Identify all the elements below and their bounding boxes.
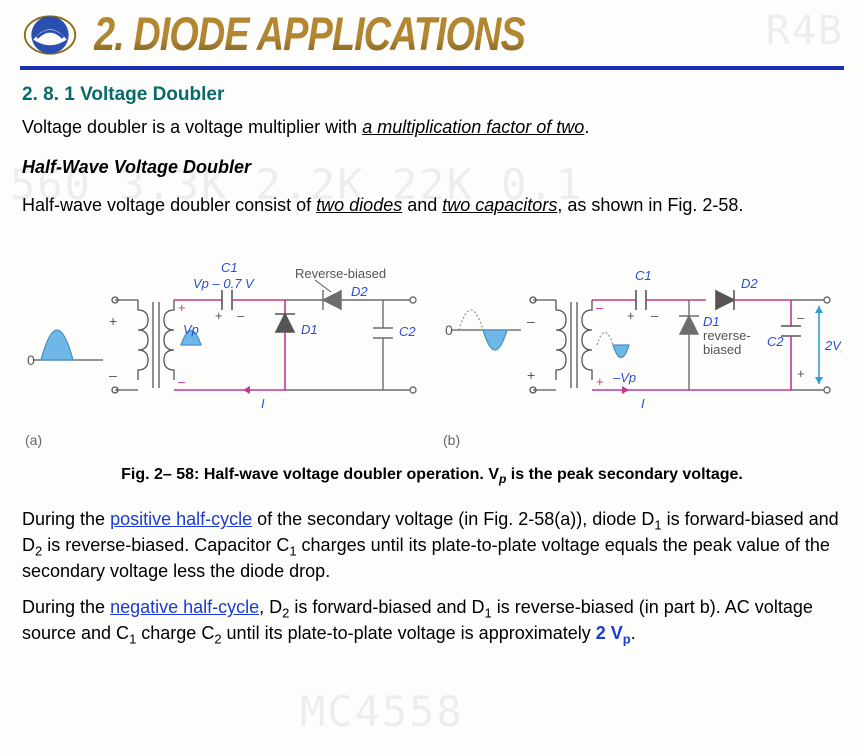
svg-text:biased: biased xyxy=(703,342,741,357)
svg-text:C2: C2 xyxy=(767,334,784,349)
svg-text:reverse-: reverse- xyxy=(703,328,751,343)
text: is forward-biased and D xyxy=(289,597,484,617)
panel-label-b: (b) xyxy=(443,432,460,448)
text: , as shown in Fig. 2-58. xyxy=(557,195,743,215)
svg-text:C1: C1 xyxy=(221,260,238,275)
svg-text:+: + xyxy=(797,366,805,381)
page-title: 2. DIODE APPLICATIONS xyxy=(94,8,525,62)
figure-caption: Fig. 2– 58: Half-wave voltage doubler op… xyxy=(20,466,844,486)
text: is the peak secondary voltage. xyxy=(506,466,743,483)
svg-text:0: 0 xyxy=(445,322,453,338)
text-sub: 1 xyxy=(484,606,491,621)
body: Voltage doubler is a voltage multiplier … xyxy=(20,116,844,216)
text-underlined: two diodes xyxy=(316,195,402,215)
svg-text:–Vp: –Vp xyxy=(612,370,636,385)
panel-label-a: (a) xyxy=(25,432,42,448)
svg-text:I: I xyxy=(261,396,265,411)
text-emph: 2 V xyxy=(596,623,623,643)
text: is reverse-biased. Capacitor C xyxy=(42,535,289,555)
header: 2. DIODE APPLICATIONS xyxy=(20,10,844,70)
text: charge C xyxy=(136,623,214,643)
paragraph-1: During the positive half-cycle of the se… xyxy=(22,508,842,582)
text-sub: p xyxy=(623,632,631,647)
svg-text:+: + xyxy=(178,300,186,315)
svg-text:–: – xyxy=(651,308,659,323)
intro-paragraph: Voltage doubler is a voltage multiplier … xyxy=(22,116,842,139)
svg-text:C1: C1 xyxy=(635,268,652,283)
svg-text:2Vp: 2Vp xyxy=(824,338,841,353)
text: , D xyxy=(259,597,282,617)
svg-text:0: 0 xyxy=(27,352,35,368)
svg-text:D2: D2 xyxy=(741,276,758,291)
svg-text:D2: D2 xyxy=(351,284,368,299)
text: During the xyxy=(22,509,110,529)
text: until its plate-to-plate voltage is appr… xyxy=(222,623,596,643)
text-link-style: negative half-cycle xyxy=(110,597,259,617)
svg-text:Vp: Vp xyxy=(183,322,199,337)
svg-text:+: + xyxy=(627,308,635,323)
svg-text:–: – xyxy=(109,367,117,383)
svg-text:–: – xyxy=(527,313,535,329)
svg-text:Vp – 0.7 V: Vp – 0.7 V xyxy=(193,276,255,291)
svg-text:C2: C2 xyxy=(399,324,416,339)
svg-text:–: – xyxy=(596,300,604,315)
wm-row: MC4558 xyxy=(300,687,464,736)
text-sub: 1 xyxy=(289,544,296,559)
text: . xyxy=(584,117,589,137)
svg-text:D1: D1 xyxy=(703,314,720,329)
svg-text:I: I xyxy=(641,396,645,411)
page: 2. DIODE APPLICATIONS 2. 8. 1 Voltage Do… xyxy=(0,0,864,648)
text: Voltage doubler is a voltage multiplier … xyxy=(22,117,362,137)
section-heading: 2. 8. 1 Voltage Doubler xyxy=(20,84,844,106)
explanation: During the positive half-cycle of the se… xyxy=(20,508,844,648)
text-sub: 1 xyxy=(654,518,661,533)
svg-text:–: – xyxy=(178,374,186,389)
svg-text:+: + xyxy=(215,308,223,323)
text-link-style: positive half-cycle xyxy=(110,509,252,529)
logo-icon xyxy=(20,10,80,60)
figure-panel-b: 0 – + xyxy=(441,230,841,430)
paragraph-2: During the negative half-cycle, D 2 is fo… xyxy=(22,596,842,648)
svg-text:–: – xyxy=(797,310,805,325)
text: Fig. 2– 58: Half-wave voltage doubler op… xyxy=(121,466,499,483)
svg-text:–: – xyxy=(237,308,245,323)
svg-text:+: + xyxy=(527,367,535,383)
svg-text:+: + xyxy=(596,374,604,389)
figure: 0 + – + xyxy=(20,230,844,430)
text: and xyxy=(402,195,442,215)
svg-text:Reverse-biased: Reverse-biased xyxy=(295,266,386,281)
subheading: Half-Wave Voltage Doubler xyxy=(22,157,842,178)
text-underlined: two capacitors xyxy=(442,195,557,215)
text: During the xyxy=(22,597,110,617)
text-underlined: a multiplication factor of two xyxy=(362,117,584,137)
text: . xyxy=(631,623,636,643)
figure-panel-a: 0 + – + xyxy=(23,230,423,430)
text: Half-wave voltage doubler consist of xyxy=(22,195,316,215)
svg-text:D1: D1 xyxy=(301,322,318,337)
svg-text:+: + xyxy=(109,313,117,329)
text: of the secondary voltage (in Fig. 2-58(a… xyxy=(252,509,654,529)
text-sub: 2 xyxy=(214,632,221,647)
desc-paragraph: Half-wave voltage doubler consist of two… xyxy=(22,194,842,217)
